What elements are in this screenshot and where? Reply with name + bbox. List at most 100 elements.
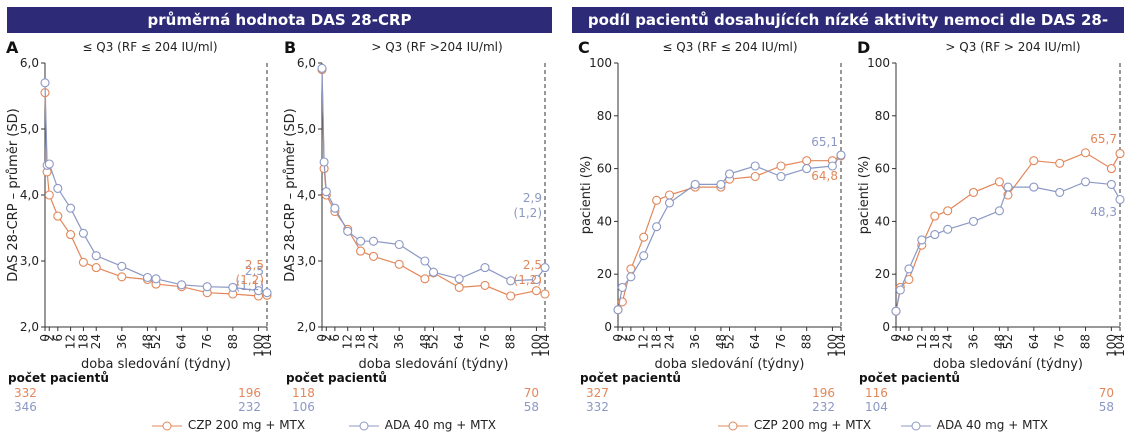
data-point-ada-c	[639, 251, 649, 261]
x-tick-label-d: 24	[941, 334, 955, 349]
y-tick-label-a: 4,0	[20, 188, 39, 202]
data-point-czp-a	[53, 211, 63, 221]
x-tick-label-b: 6	[328, 334, 342, 342]
x-tick-label-a: 88	[226, 334, 240, 349]
data-point-czp-c	[776, 161, 786, 171]
data-point-czp-d	[1080, 148, 1091, 158]
x-tick-label-b: 2	[319, 334, 333, 342]
panel-title-c: ≤ Q3 (RF ≤ 204 IU/ml)	[662, 40, 797, 54]
annotation-czp-value-b: 2,5	[523, 258, 542, 272]
patients-label-c: počet pacientů	[580, 371, 681, 385]
legend-right: CZP 200 mg + MTX ADA 40 mg + MTX	[716, 418, 1048, 432]
annotation-ada-sd-b: (1,2)	[514, 206, 542, 220]
data-point-ada-b	[420, 256, 430, 266]
data-point-ada-d	[994, 206, 1004, 216]
y-axis-label-b: DAS 28-CRP – průměr (SD)	[283, 108, 298, 281]
data-point-czp-b	[368, 251, 379, 261]
x-tick-label-a: 100	[251, 334, 265, 357]
x-tick-label-d: 76	[1053, 334, 1067, 349]
panel-letter-a: A	[6, 38, 19, 57]
data-point-czp-b	[394, 259, 404, 269]
data-point-ada-a	[78, 228, 88, 238]
x-tick-label-d: 88	[1079, 334, 1093, 349]
data-point-ada-c	[776, 171, 786, 182]
data-point-ada-d	[1003, 182, 1013, 192]
data-point-ada-b	[540, 263, 550, 273]
data-point-ada-a	[53, 183, 63, 193]
annotation-czp-value-d: 65,7	[1090, 132, 1117, 146]
data-point-ada-b	[330, 203, 340, 213]
x-tick-label-a: 104	[260, 334, 274, 357]
data-point-czp-d	[1029, 156, 1039, 166]
data-point-czp-d	[1055, 158, 1065, 168]
x-tick-label-a: 2	[42, 334, 56, 342]
x-tick-label-b: 64	[452, 334, 466, 349]
x-axis-label-b: doba sledování (týdny)	[359, 357, 509, 372]
data-point-ada-b	[317, 63, 327, 73]
x-tick-label-b: 36	[392, 334, 406, 349]
data-point-ada-c	[652, 222, 662, 232]
annotation-ada-sd-a: (1,1)	[236, 279, 264, 293]
x-tick-label-b: 76	[478, 334, 492, 349]
y-tick-label-c: 100	[589, 56, 612, 70]
y-tick-label-c: 0	[604, 320, 612, 334]
data-point-czp-d	[1115, 149, 1125, 159]
data-point-czp-b	[531, 286, 541, 296]
data-point-ada-c	[664, 198, 675, 208]
data-point-czp-d	[994, 177, 1004, 187]
series-line-czp-b	[321, 69, 546, 297]
y-axis-label-a: DAS 28-CRP – průměr (SD)	[6, 108, 21, 281]
data-point-ada-d	[1106, 179, 1116, 189]
data-point-ada-d	[968, 216, 979, 226]
x-tick-label-d: 0	[889, 334, 903, 342]
y-tick-label-a: 2,0	[20, 320, 39, 334]
x-tick-label-d: 2	[893, 334, 907, 342]
data-point-ada-b	[506, 276, 516, 286]
data-point-ada-d	[1080, 177, 1091, 187]
x-tick-label-c: 76	[774, 334, 788, 349]
x-tick-label-c: 64	[748, 334, 762, 349]
data-point-ada-a	[44, 159, 54, 169]
patients-label-d: počet pacientů	[859, 371, 960, 385]
data-point-czp-b	[480, 280, 490, 290]
data-point-ada-d	[1029, 182, 1039, 192]
x-tick-label-a: 0	[38, 334, 52, 342]
x-tick-label-a: 76	[200, 334, 214, 349]
data-point-ada-d	[917, 235, 927, 245]
data-point-ada-b	[394, 239, 404, 250]
x-tick-label-b: 88	[504, 334, 518, 349]
panel-letter-c: C	[578, 38, 590, 57]
data-point-ada-a	[202, 282, 212, 292]
data-point-ada-c	[802, 164, 812, 174]
data-point-ada-d	[895, 285, 905, 295]
data-point-czp-c	[802, 156, 812, 166]
panel-title-b: > Q3 (RF >204 IU/ml)	[371, 40, 502, 54]
patients-czp-start-b: 118	[292, 386, 315, 400]
patients-ada-end-c: 232	[812, 400, 835, 414]
data-point-ada-a	[228, 282, 238, 292]
y-tick-label-b: 3,0	[297, 254, 316, 268]
annotation-ada-value-c: 65,1	[811, 135, 838, 149]
x-tick-label-c: 2	[615, 334, 629, 342]
data-point-czp-b	[420, 274, 430, 284]
patients-czp-start-a: 332	[14, 386, 37, 400]
x-tick-label-b: 18	[354, 334, 368, 349]
data-point-czp-a	[91, 263, 101, 273]
data-point-czp-a	[78, 257, 88, 267]
data-point-ada-a	[40, 78, 50, 88]
legend-ada-marker-right	[900, 421, 931, 430]
x-tick-label-c: 88	[800, 334, 814, 349]
legend-czp-marker-left	[152, 421, 182, 430]
data-point-ada-a	[253, 286, 264, 296]
annotation-czp-sd-b: (1,2)	[514, 273, 542, 287]
data-point-ada-d	[1115, 194, 1125, 205]
y-tick-label-c: 40	[597, 214, 612, 228]
series-line-ada-a	[44, 82, 268, 294]
x-tick-label-a: 36	[115, 334, 129, 349]
patients-ada-end-d: 58	[1099, 400, 1114, 414]
data-point-ada-c	[716, 179, 726, 189]
data-point-ada-c	[626, 272, 636, 282]
y-tick-label-c: 80	[597, 109, 612, 123]
x-axis-label-c: doba sledování (týdny)	[655, 357, 805, 372]
y-tick-label-d: 20	[875, 267, 890, 281]
